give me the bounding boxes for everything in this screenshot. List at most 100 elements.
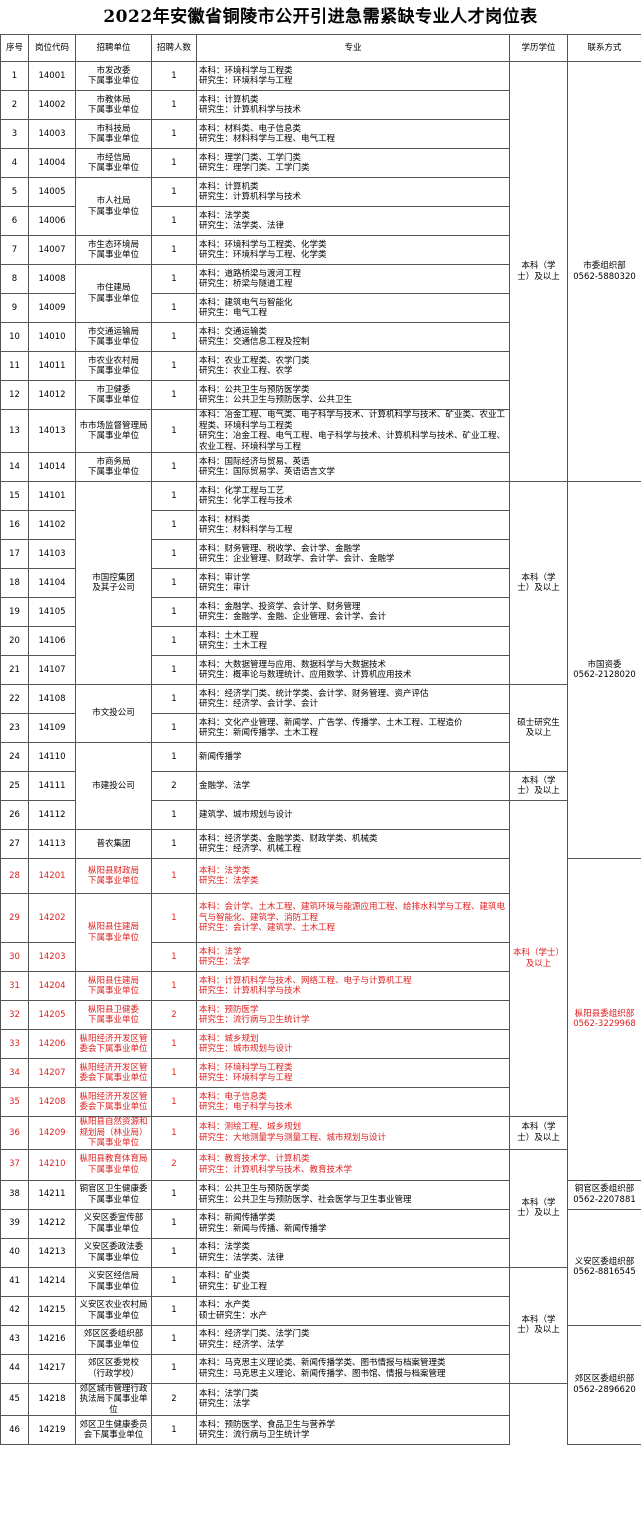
cell-major: 本科：法学类 研究生：法学类: [196, 858, 510, 894]
text-line: 本科：环境科学与工程类、化学类: [199, 239, 327, 250]
cell-count: 1: [151, 322, 197, 352]
text-line: 郊区卫生健康委员: [79, 1419, 148, 1430]
text-line: 枞阳县财政局: [87, 865, 139, 876]
cell-major: 本科：法学 研究生：法学: [196, 942, 510, 972]
text-line: 郊区区委党校: [87, 1358, 139, 1368]
cell-code: 14215: [28, 1295, 76, 1326]
text-line: 下属事业单位: [87, 366, 139, 376]
cell-unit: 市农业农村局 下属事业单位: [75, 351, 152, 381]
cell-unit: 市住建局 下属事业单位: [75, 264, 152, 323]
text-line: 研究生：计算机科学与技术: [199, 192, 302, 202]
text-line: 本科：金融学、投资学、会计学、财务管理: [199, 601, 361, 612]
cell-unit: 枞阳县住建局 下属事业单位: [75, 971, 152, 1001]
cell-no: 45: [0, 1382, 29, 1416]
table-row: 30 14203 1 本科：法学 研究生：法学: [0, 942, 641, 972]
text-line: 研究生：城市规划与设计: [199, 1044, 293, 1054]
text-line: 研究生：计算机科学与技术: [199, 986, 302, 996]
table-row: 41 14214 义安区经信局 下属事业单位 1 本科：矿业类 研究生：矿业工程 本科（学 士）…: [0, 1266, 641, 1384]
text-line: 本科（学: [521, 1122, 556, 1133]
cell-no: 42: [0, 1295, 29, 1326]
header-code: 岗位代码: [28, 34, 76, 62]
cell-count: 1: [151, 800, 197, 830]
table-row: 10 14010 市交通运输局 下属事业单位 1 本科：交通运输类 研究生：交通信息工程及控…: [0, 322, 641, 352]
cell-major: 本科：交通运输类 研究生：交通信息工程及控制: [196, 322, 510, 352]
cell-no: 3: [0, 119, 29, 149]
text-line: 下属事业单位: [87, 1194, 139, 1205]
table-row: 32 14205 枞阳县卫健委 下属事业单位 2 本科：预防医学 研究生：流行病与卫生统计学: [0, 1000, 641, 1030]
text-line: 研究生：企业管理、财政学、会计学、会计、金融学: [199, 554, 395, 564]
text-line: 枞阳县委组织部: [574, 1008, 635, 1019]
cell-code: 14206: [28, 1029, 76, 1059]
text-line: 硕士研究生：水产: [199, 1310, 268, 1321]
cell-count: 2: [151, 1000, 197, 1030]
text-line: 枞阳县教育体育局: [79, 1154, 148, 1164]
cell-unit: 市市场监督管理局 下属事业单位: [75, 409, 152, 453]
cell-no: 14: [0, 452, 29, 482]
cell-count: 1: [151, 90, 197, 120]
cell-count: 1: [151, 293, 197, 323]
table-row: 8 14008 市住建局 下属事业单位 1 本科：道路桥梁与渡河工程 研究生：桥梁与隧道工程: [0, 264, 641, 323]
text-line: 研究生：环境科学与工程、化学类: [199, 250, 327, 260]
cell-count: 1: [151, 655, 197, 685]
text-line: 本科：电子信息类: [199, 1091, 268, 1102]
text-line: 郊区区委组织部: [574, 1374, 635, 1385]
text-line: 硕士研究生: [517, 717, 560, 728]
text-line: 枞阳经济开发区管: [79, 1033, 148, 1044]
text-line: 市文投公司: [92, 708, 135, 719]
table-row: 17 14103 1 本科：财务管理、税收学、会计学、金融学 研究生：企业管理、财政学、…: [0, 539, 641, 569]
text-line: 士）及以上: [517, 583, 560, 593]
text-line: 本科：文化产业管理、新闻学、广告学、传播学、土木工程、工程造价: [199, 717, 463, 728]
cell-count: 1: [151, 742, 197, 772]
cell-code: 14101: [28, 481, 76, 511]
cell-contact: 义安区委组织部 0562-8816545: [567, 1208, 641, 1326]
cell-count: 1: [151, 1353, 197, 1384]
cell-code: 14217: [28, 1353, 76, 1384]
table-row: 15 14101 市国控集团 及其子公司 1 本科：化学工程与工艺 研究生：化学工程与技术本…: [0, 481, 641, 859]
cell-count: 1: [151, 1058, 197, 1088]
cell-major: 本科：环境科学与工程类、化学类 研究生：环境科学与工程、化学类: [196, 235, 510, 265]
text-line: 市农业农村局: [87, 355, 139, 366]
text-line: 义安区委政法委: [83, 1242, 144, 1252]
cell-count: 2: [151, 1382, 197, 1416]
text-line: 下属事业单位: [87, 337, 139, 347]
text-line: 研究生：农业工程、农学: [199, 366, 293, 376]
cell-unit: 普农集团: [75, 829, 152, 859]
text-line: 市国控集团: [92, 572, 135, 583]
text-line: 研究生：金融学、金融、企业管理、会计学、会计: [199, 612, 387, 622]
text-line: 0562-5880320: [573, 271, 636, 282]
cell-code: 14113: [28, 829, 76, 859]
text-line: 研究生：电子科学与技术: [199, 1102, 293, 1112]
cell-code: 14219: [28, 1415, 76, 1445]
text-line: 本科：公共卫生与预防医学类: [199, 1184, 310, 1194]
text-line: 本科：马克思主义理论类、新闻传播学类、图书情报与档案管理类: [199, 1358, 446, 1368]
cell-unit: 市发改委 下属事业单位: [75, 61, 152, 91]
cell-no: 17: [0, 539, 29, 569]
cell-count: 1: [151, 1116, 197, 1150]
header-unit: 招聘单位: [75, 34, 152, 62]
table-row: 1 14001 市发改委 下属事业单位 1 本科：环境科学与工程类 研究生：环境科学与工程本…: [0, 61, 641, 482]
cell-unit: 枞阳县自然资源和 规划局（林业局） 下属事业单位: [75, 1116, 152, 1150]
cell-count: 1: [151, 971, 197, 1001]
text-line: 市卫健委: [96, 384, 131, 395]
cell-major: 本科：计算机类 研究生：计算机科学与技术: [196, 90, 510, 120]
cell-major: 本科：道路桥梁与渡河工程 研究生：桥梁与隧道工程: [196, 264, 510, 294]
table-row: 44 14217 郊区区委党校 （行政学校） 1 本科：马克思主义理论类、新闻传播学类、图…: [0, 1353, 641, 1384]
text-line: 研究生：会计学、建筑学、土木工程: [199, 923, 336, 934]
text-line: 本科（学: [521, 1197, 556, 1208]
cell-major: 本科：经济学类、金融学类、财政学类、机械类 研究生：经济学、机械工程: [196, 829, 510, 859]
text-line: 下属事业单位: [87, 163, 139, 173]
cell-count: 1: [151, 713, 197, 743]
cell-code: 14105: [28, 597, 76, 627]
cell-code: 14204: [28, 971, 76, 1001]
table-row: 46 14219 郊区卫生健康委员 会下属事业单位 1 本科：预防医学、食品卫生与营养学研…: [0, 1415, 641, 1445]
text-line: 本科：大数据管理与应用、数据科学与大数据技术: [199, 659, 387, 670]
text-line: 本科：测绘工程、城乡规划: [199, 1122, 302, 1133]
text-line: 枞阳县住建局: [87, 975, 139, 986]
text-line: 研究生：新闻与传播、新闻传播学: [199, 1223, 327, 1234]
text-line: 0562-2207881: [573, 1194, 636, 1205]
cell-unit: 市卫健委 下属事业单位: [75, 380, 152, 410]
cell-no: 23: [0, 713, 29, 743]
text-line: 研究生：新闻传播学、土木工程: [199, 728, 319, 738]
cell-unit: 市生态环境局 下属事业单位: [75, 235, 152, 265]
cell-no: 30: [0, 942, 29, 972]
